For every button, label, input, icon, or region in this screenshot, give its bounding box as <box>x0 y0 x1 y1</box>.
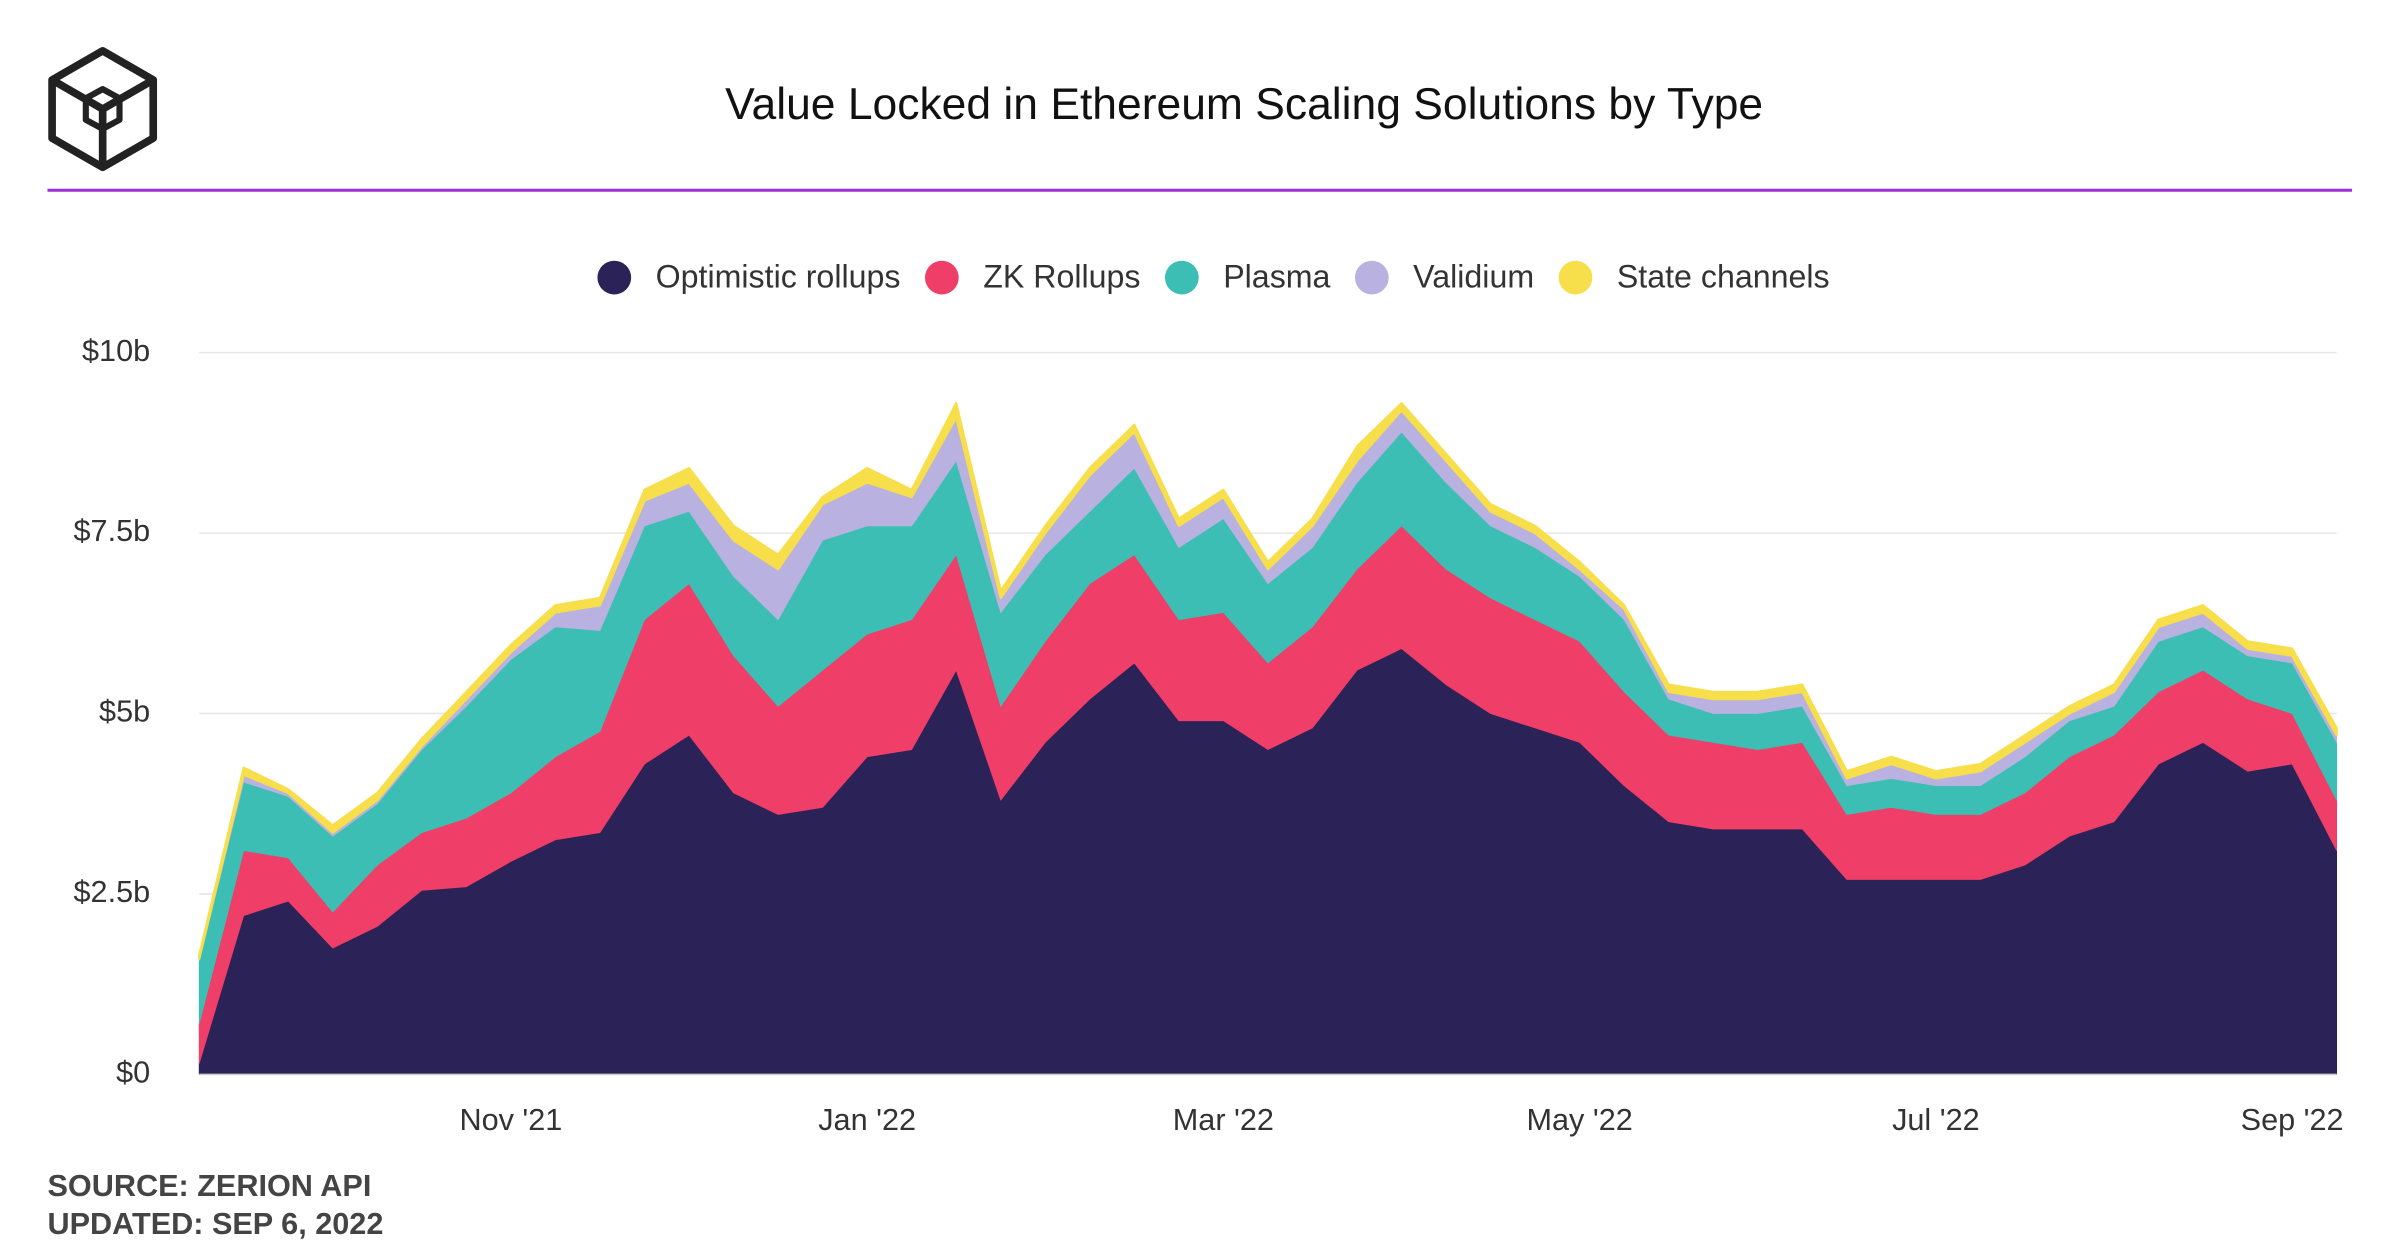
y-tick-label: $7.5b <box>74 514 151 548</box>
legend: Optimistic rollups ZK Rollups Plasma Validi… <box>597 259 1830 295</box>
x-tick-label: Sep '22 <box>2241 1103 2344 1137</box>
x-tick-label: Mar '22 <box>1173 1103 1274 1137</box>
source-note: SOURCE: ZERION API <box>47 1169 371 1203</box>
logo <box>48 46 158 172</box>
legend-label: State channels <box>1617 259 1830 295</box>
legend-label: Optimistic rollups <box>656 259 901 295</box>
chart-title: Value Locked in Ethereum Scaling Solutio… <box>725 80 1763 129</box>
legend-marker <box>1354 260 1389 295</box>
x-tick-label: Jan '22 <box>818 1103 916 1137</box>
y-tick-label: $5b <box>99 695 150 729</box>
legend-label: Validium <box>1413 259 1534 295</box>
y-tick-label: $0 <box>116 1055 150 1089</box>
updated-note: UPDATED: SEP 6, 2022 <box>47 1207 383 1241</box>
legend-label: Plasma <box>1223 259 1330 295</box>
legend-label: ZK Rollups <box>983 259 1140 295</box>
x-tick-label: Nov '21 <box>459 1103 562 1137</box>
x-tick-label: Jul '22 <box>1892 1103 1980 1137</box>
areas <box>198 402 2338 1075</box>
y-tick-label: $10b <box>82 334 150 368</box>
legend-marker <box>924 260 959 295</box>
area <box>198 402 2338 961</box>
legend-marker <box>1164 260 1199 295</box>
legend-marker <box>1558 260 1593 295</box>
legend-marker <box>597 260 632 295</box>
y-tick-label: $2.5b <box>74 875 151 909</box>
x-tick-label: May '22 <box>1526 1103 1632 1137</box>
